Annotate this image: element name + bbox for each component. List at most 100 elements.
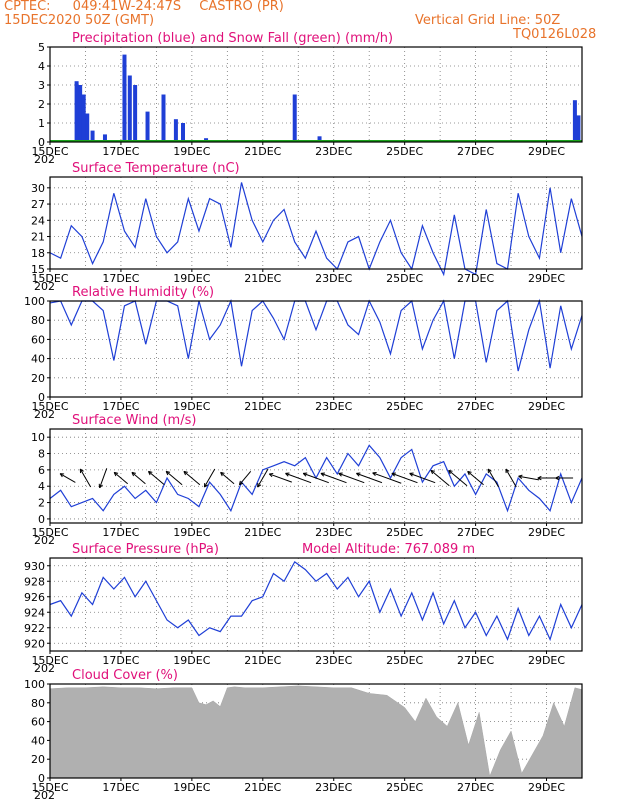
pressure-line <box>49 560 583 642</box>
temp-title: Surface Temperature (nC) <box>72 161 240 176</box>
temp-xtick-label: 27DEC <box>457 272 494 285</box>
cloud-panel: Cloud Cover (%) 0 20 40 60 80 100 15DEC 17DEC 19D… <box>24 668 583 800</box>
wind-ytick-label: 8 <box>38 448 45 461</box>
wind-frame <box>49 428 583 524</box>
wind-arrow <box>505 468 517 488</box>
temp-ytick-label: 18 <box>31 247 45 260</box>
precip-ytick-label: 0 <box>38 136 45 149</box>
precip-xtick-label: 25DEC <box>386 145 423 158</box>
pressure-ytick-label: 930 <box>24 560 45 573</box>
wind-xtick-label: 21DEC <box>244 526 281 539</box>
wind-arrow <box>203 468 216 488</box>
precip-bar <box>181 123 185 142</box>
cloud-ytick-label: 60 <box>31 716 45 729</box>
wind-arrow <box>448 469 468 487</box>
temp-ytick-label: 24 <box>31 214 45 227</box>
cloud-xtick-label: 25DEC <box>386 781 423 794</box>
wind-arrow <box>391 472 418 484</box>
wind-arrow <box>59 473 76 483</box>
pressure-ytick-label: 928 <box>24 575 45 588</box>
temp-xtick-label: 23DEC <box>315 272 352 285</box>
wind-arrow <box>518 474 540 481</box>
precip-bar <box>133 85 138 142</box>
temp-xtick-label: 21DEC <box>244 272 281 285</box>
precip-bar <box>78 85 83 142</box>
precip-bar <box>102 134 107 142</box>
wind-arrow <box>238 470 252 486</box>
wind-arrow <box>268 473 292 483</box>
humidity-ytick-label: 60 <box>31 333 45 346</box>
wind-ytick-label: 0 <box>38 513 45 526</box>
cloud-ytick-label: 20 <box>31 753 45 766</box>
precip-bar <box>317 136 322 142</box>
cloud-frame <box>49 683 583 779</box>
precip-xtick-label: 17DEC <box>102 145 139 158</box>
temp-ytick-label: 15 <box>31 263 45 276</box>
wind-xtick-label: 17DEC <box>102 526 139 539</box>
precip-xtick-label: 27DEC <box>457 145 494 158</box>
precip-year-stub: 202 <box>34 153 55 166</box>
temp-xtick-label: 15DEC <box>31 272 68 285</box>
cloud-xtick-label: 15DEC <box>31 781 68 794</box>
precip-xtick-label: 21DEC <box>244 145 281 158</box>
pressure-xtick-label: 19DEC <box>173 654 210 667</box>
precip-bar <box>81 94 86 142</box>
precip-bar <box>85 113 90 142</box>
wind-arrow <box>220 471 235 485</box>
wind-title: Surface Wind (m/s) <box>72 413 196 428</box>
wind-arrow <box>409 472 436 484</box>
wind-xtick-label: 27DEC <box>457 526 494 539</box>
cloud-year-stub: 202 <box>34 789 55 800</box>
cloud-xtick-label: 21DEC <box>244 781 281 794</box>
wind-arrow <box>338 472 365 484</box>
temp-ytick-label: 30 <box>31 182 45 195</box>
pressure-panel: Surface Pressure (hPa) Model Altitude: 76… <box>24 542 583 675</box>
humidity-xtick-label: 27DEC <box>457 400 494 413</box>
precip-bar <box>572 100 577 142</box>
humidity-frame <box>49 300 583 398</box>
humidity-ytick-label: 40 <box>31 353 45 366</box>
pressure-year-stub: 202 <box>34 662 55 675</box>
precip-title: Precipitation (blue) and Snow Fall (gree… <box>72 31 393 46</box>
wind-arrow <box>79 468 92 488</box>
coords-label: 049:41W-24:47S <box>72 0 182 14</box>
cloud-xtick-label: 17DEC <box>102 781 139 794</box>
precip-xtick-label: 19DEC <box>173 145 210 158</box>
precip-bar <box>145 111 150 142</box>
model-label: TQ0126L028 <box>513 27 597 42</box>
wind-xtick-label: 23DEC <box>315 526 352 539</box>
humidity-xtick-label: 21DEC <box>244 400 281 413</box>
wind-ytick-label: 2 <box>38 497 45 510</box>
precip-ytick-label: 4 <box>38 60 45 73</box>
precip-bar <box>292 94 297 142</box>
wind-arrow <box>430 469 450 487</box>
cloud-xtick-label: 27DEC <box>457 781 494 794</box>
wind-arrow <box>467 470 484 486</box>
wind-arrow <box>372 471 402 484</box>
wind-arrow <box>537 475 556 481</box>
wind-ytick-label: 4 <box>38 480 45 493</box>
precip-panel: Precipitation (blue) and Snow Fall (gree… <box>31 31 583 166</box>
temp-xtick-label: 17DEC <box>102 272 139 285</box>
humidity-ytick-label: 20 <box>31 372 45 385</box>
humidity-year-stub: 202 <box>34 408 55 421</box>
pressure-xtick-label: 17DEC <box>102 654 139 667</box>
pressure-xtick-label: 15DEC <box>31 654 68 667</box>
grid-note-label: Vertical Grid Line: 50Z <box>415 13 561 28</box>
cloud-xtick-label: 19DEC <box>173 781 210 794</box>
precip-ytick-label: 5 <box>38 41 45 54</box>
precip-bar <box>173 119 178 142</box>
humidity-xtick-label: 23DEC <box>315 400 352 413</box>
humidity-ytick-label: 0 <box>38 391 45 404</box>
temp-ytick-label: 21 <box>31 231 45 244</box>
wind-arrow <box>320 472 347 484</box>
pressure-ytick-label: 920 <box>24 637 45 650</box>
pressure-frame <box>49 557 583 652</box>
run-label: 15DEC2020 50Z (GMT) <box>4 13 155 28</box>
cloud-ytick-label: 100 <box>24 678 45 691</box>
wind-arrow <box>257 468 269 488</box>
temp-panel: Surface Temperature (nC) 15 18 21 24 27 30 15DE… <box>31 161 583 293</box>
wind-arrow <box>356 472 383 484</box>
precip-bar <box>122 54 127 142</box>
precip-frame <box>49 46 583 143</box>
